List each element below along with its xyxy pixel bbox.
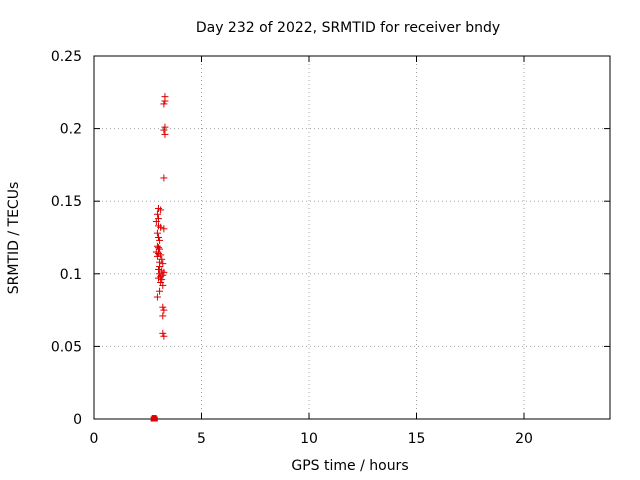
- x-tick-label: 20: [515, 431, 533, 447]
- data-point-plus: [152, 218, 160, 226]
- y-tick-label: 0.1: [60, 267, 82, 283]
- y-tick-label: 0.15: [51, 194, 82, 210]
- data-point-plus: [153, 293, 161, 301]
- data-point-plus: [158, 276, 166, 284]
- x-tick-label: 5: [197, 431, 206, 447]
- data-point-plus: [156, 245, 164, 253]
- data-point-plus: [156, 236, 164, 244]
- data-point-plus: [155, 274, 162, 282]
- grid: [94, 56, 610, 419]
- y-tick-label: 0.05: [51, 339, 82, 355]
- x-tick-label: 15: [408, 431, 426, 447]
- data-point-plus: [156, 287, 164, 295]
- data-point-plus: [160, 126, 168, 134]
- data-point-plus: [159, 329, 167, 337]
- data-point-plus: [161, 123, 169, 131]
- axis-ticks: 0 5 10 15 20 0 0.05 0.1 0.15 0.2 0.25: [51, 49, 610, 447]
- y-tick-label: 0.2: [60, 122, 82, 138]
- data-point-plus: [157, 251, 165, 259]
- y-tick-label: 0: [73, 412, 82, 428]
- data-point-plus: [160, 268, 168, 276]
- data-point-plus: [159, 281, 167, 289]
- data-point-plus: [155, 265, 162, 273]
- data-point-plus: [155, 234, 162, 241]
- y-axis-label: SRMTID / TECUs: [6, 182, 22, 295]
- data-point-plus: [159, 260, 167, 268]
- data-point-square: [151, 415, 157, 421]
- data-point-plus: [160, 225, 168, 233]
- data-point-plus: [160, 100, 168, 108]
- data-point-plus: [160, 332, 168, 340]
- chart-title: Day 232 of 2022, SRMTID for receiver bnd…: [196, 20, 500, 36]
- data-point-plus: [153, 210, 161, 218]
- data-point-plus: [153, 229, 161, 237]
- data-point-plus: [160, 174, 168, 182]
- data-point-plus: [161, 130, 169, 138]
- y-tick-label: 0.25: [51, 49, 82, 65]
- data-point-plus: [159, 312, 167, 320]
- x-tick-label: 10: [300, 431, 318, 447]
- data-point-plus: [157, 206, 165, 214]
- data-point-plus: [160, 306, 168, 314]
- data-point-plus: [159, 303, 167, 311]
- data-points: [150, 93, 169, 422]
- data-point-plus: [161, 97, 169, 105]
- data-point-plus: [156, 263, 164, 271]
- plot-frame: [93, 55, 611, 420]
- data-point-plus: [156, 270, 164, 278]
- x-tick-label: 0: [90, 431, 99, 447]
- data-point-plus: [157, 223, 165, 231]
- data-point-plus: [153, 252, 161, 260]
- x-axis-label: GPS time / hours: [291, 458, 408, 474]
